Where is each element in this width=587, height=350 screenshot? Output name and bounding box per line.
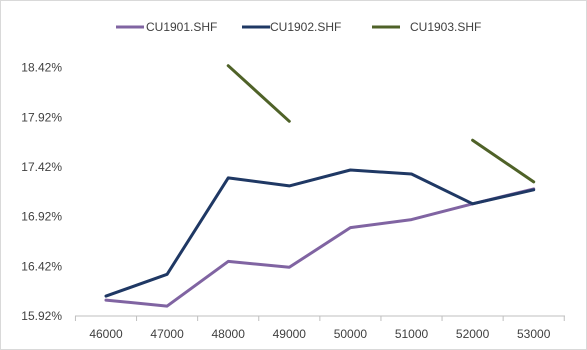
x-tick-label: 50000 xyxy=(334,327,368,341)
legend-label-cu1901-shf: CU1901.SHF xyxy=(146,20,217,34)
series-line-cu1903-shf xyxy=(471,138,536,184)
x-tick-label: 47000 xyxy=(150,327,184,341)
legend-label-cu1902-shf: CU1902.SHF xyxy=(270,20,341,34)
y-axis: 15.92% 16.42% 16.92% 17.42% 17.92% 18.42% xyxy=(21,61,62,323)
y-tick-label: 17.42% xyxy=(21,160,62,174)
legend: CU1901.SHF CU1902.SHF CU1903.SHF xyxy=(116,20,481,34)
y-tick-label: 17.92% xyxy=(21,110,62,124)
series-line-cu1902-shf xyxy=(104,168,536,298)
y-tick-label: 16.42% xyxy=(21,259,62,273)
plot-area xyxy=(104,64,536,308)
x-tick-label: 53000 xyxy=(517,327,551,341)
y-tick-label: 18.42% xyxy=(21,61,62,75)
x-tick-label: 49000 xyxy=(273,327,307,341)
x-axis: 46000 47000 48000 49000 50000 51000 52000 53000 xyxy=(74,315,565,341)
legend-label-cu1903-shf: CU1903.SHF xyxy=(410,20,481,34)
y-tick-label: 16.92% xyxy=(21,210,62,224)
x-tick-label: 48000 xyxy=(212,327,246,341)
series-line-cu1903-shf xyxy=(226,64,291,123)
y-tick-label: 15.92% xyxy=(21,309,62,323)
x-tick-label: 51000 xyxy=(395,327,429,341)
x-tick-label: 52000 xyxy=(456,327,490,341)
x-tick-label: 46000 xyxy=(89,327,123,341)
series-line-cu1901-shf xyxy=(104,187,536,308)
